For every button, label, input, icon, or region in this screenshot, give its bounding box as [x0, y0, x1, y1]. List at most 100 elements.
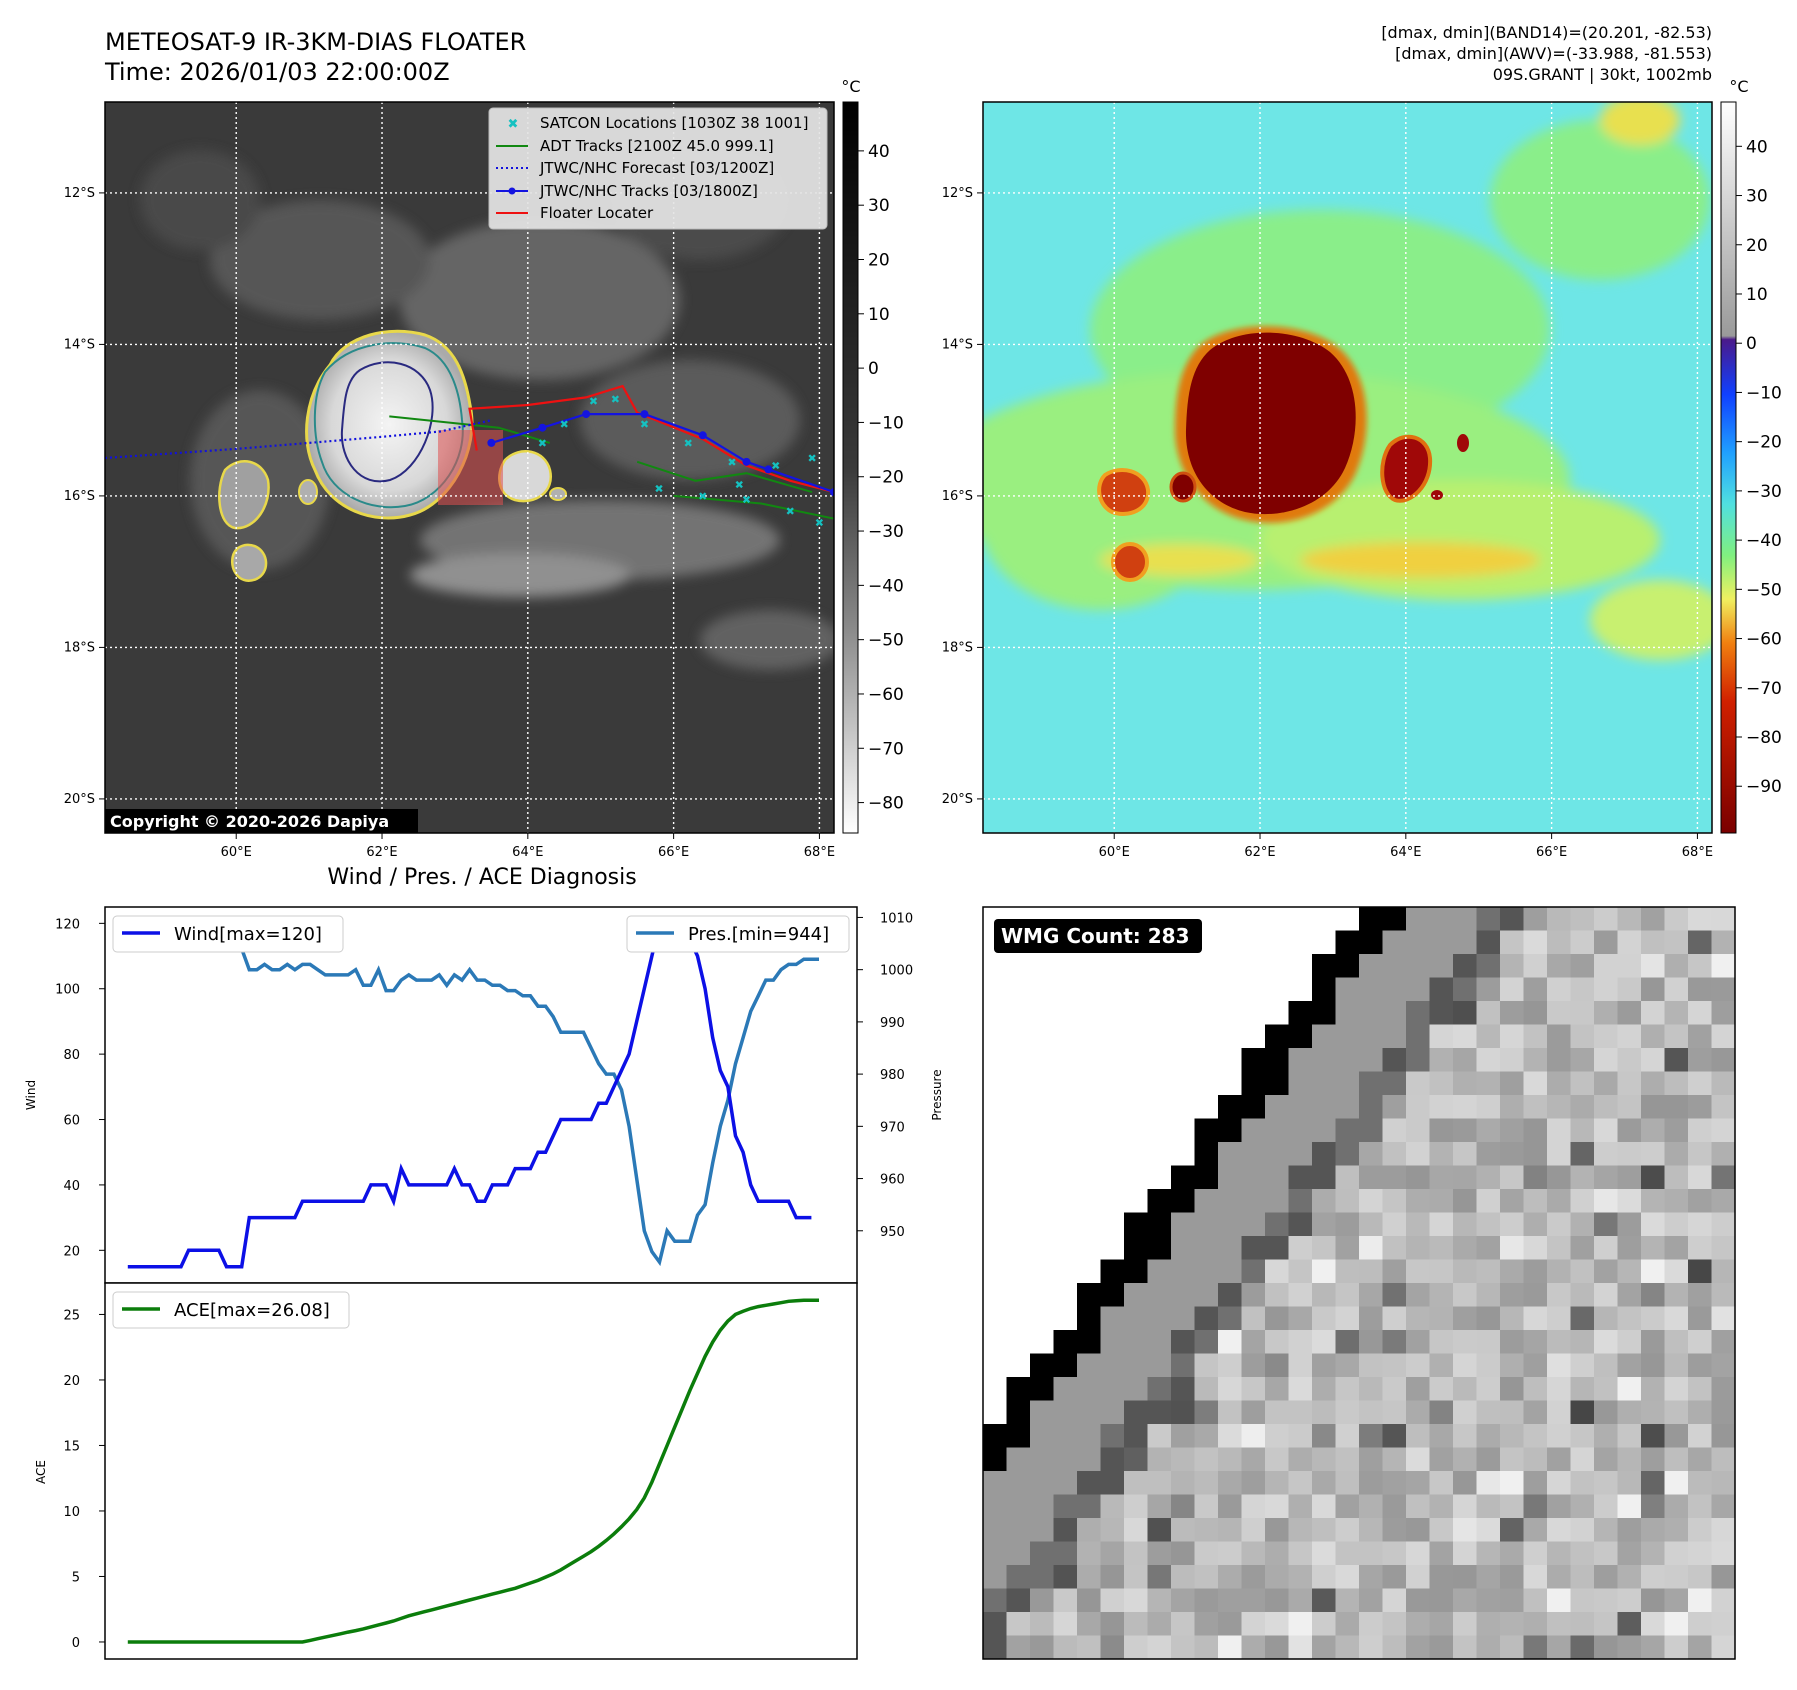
wmg-cell	[1688, 1447, 1712, 1472]
wmg-cell	[1288, 1189, 1313, 1213]
wmg-cell	[1288, 1541, 1313, 1566]
wmg-cell	[1547, 1283, 1571, 1307]
wmg-cell	[1382, 1142, 1407, 1166]
wmg-cell	[1312, 1330, 1336, 1354]
wmg-cell	[1359, 930, 1383, 955]
wmg-cell	[1382, 907, 1407, 931]
wmg-cell	[1617, 1494, 1642, 1519]
wmg-cell	[1523, 1471, 1548, 1495]
wmg-cell	[1453, 1165, 1477, 1190]
copyright-box	[105, 809, 418, 833]
wmg-cell	[1406, 1189, 1430, 1213]
wmg-cell	[1570, 1494, 1595, 1519]
wmg-cell	[1124, 1588, 1148, 1613]
wmg-cell	[1688, 1189, 1712, 1213]
wmg-cell	[1570, 1306, 1595, 1331]
wmg-cell	[1617, 1541, 1642, 1566]
wmg-cell	[1100, 1494, 1125, 1519]
wmg-cell	[1241, 1118, 1266, 1143]
wmg-cell	[1171, 1212, 1195, 1237]
wmg-cell	[1288, 1212, 1313, 1237]
wmg-cell	[1547, 1353, 1571, 1378]
wmg-cell	[1241, 1541, 1266, 1566]
awv-frame	[982, 101, 1713, 834]
wmg-cell	[1570, 1424, 1595, 1448]
wmg-cell	[1147, 1494, 1172, 1519]
wmg-cell	[1335, 1565, 1360, 1589]
wmg-cell	[1171, 1377, 1195, 1401]
wmg-cell	[1500, 1494, 1524, 1519]
wmg-cell	[1335, 1259, 1360, 1284]
wmg-cell	[1664, 1024, 1689, 1049]
wmg-cell	[1664, 1565, 1689, 1589]
wmg-cell	[1523, 1048, 1548, 1072]
wmg-cell	[1570, 1565, 1595, 1589]
wmg-cells	[983, 907, 1735, 1659]
wmg-cell	[1218, 1541, 1242, 1566]
wmg-cell	[1218, 1212, 1242, 1237]
wmg-cell	[1171, 1471, 1195, 1495]
wmg-cell	[1664, 1353, 1689, 1378]
wmg-cell	[1570, 1541, 1595, 1566]
wmg-cell	[1241, 1142, 1266, 1166]
wmg-cell	[983, 1588, 1007, 1613]
wmg-cell	[1711, 1447, 1735, 1472]
satcon-marker: ✖	[611, 393, 620, 406]
ir-colorbar-ticks: 40 30 20 10 0 −10 −20 −30 −40 −50 −60 −70 −80	[858, 142, 904, 814]
colorbar-tick-label: −80	[1746, 728, 1782, 748]
wmg-cell	[1476, 1635, 1501, 1659]
wmg-cell	[1641, 1236, 1665, 1260]
wmg-cell	[1359, 1165, 1383, 1190]
wmg-cell	[983, 1518, 1007, 1542]
wmg-cell	[1124, 1424, 1148, 1448]
wmg-cell	[1664, 1541, 1689, 1566]
wmg-cell	[1241, 1306, 1266, 1331]
wmg-cell	[1100, 1612, 1125, 1636]
wmg-cell	[1053, 1353, 1078, 1378]
wmg-cell	[1429, 907, 1454, 931]
wmg-cell	[1241, 1330, 1266, 1354]
wmg-cell	[1476, 1142, 1501, 1166]
wmg-cell	[1523, 1259, 1548, 1284]
wmg-cell	[1171, 1518, 1195, 1542]
jtwc-track-point	[538, 423, 547, 432]
wmg-cell	[1288, 1635, 1313, 1659]
wmg-cell	[1218, 1565, 1242, 1589]
wind-pressure-chart: Wind Pressure 20 40 60 80 100 120 950 960 970 98…	[24, 906, 944, 1284]
wmg-cell	[1382, 1518, 1407, 1542]
wmg-cell	[1288, 1071, 1313, 1096]
wmg-cell	[1077, 1494, 1101, 1519]
wmg-cell	[1547, 1212, 1571, 1237]
wmg-cell	[1476, 1118, 1501, 1143]
wmg-cell	[1594, 1165, 1618, 1190]
wmg-cell	[1194, 1588, 1219, 1613]
wmg-cell	[1711, 1518, 1735, 1542]
wmg-cell	[1077, 1377, 1101, 1401]
wmg-cell	[983, 1612, 1007, 1636]
wmg-cell	[1664, 1118, 1689, 1143]
wmg-cell	[1711, 1494, 1735, 1519]
awv-lon-label: 68°E	[1682, 845, 1713, 860]
wmg-cell	[1265, 1048, 1289, 1072]
wmg-cell	[1335, 1142, 1360, 1166]
wmg-cell	[1500, 1259, 1524, 1284]
wmg-cell	[1218, 1588, 1242, 1613]
wmg-cell	[1688, 930, 1712, 955]
wmg-cell	[1688, 1400, 1712, 1425]
wmg-cell	[1547, 1635, 1571, 1659]
satcon-marker: ✖	[654, 482, 663, 495]
diagnosis-title: Wind / Pres. / ACE Diagnosis	[327, 865, 636, 890]
wind-chart-frame	[104, 906, 858, 1284]
wmg-cell	[1429, 1189, 1454, 1213]
colorbar-tick-label: 0	[868, 359, 879, 379]
wmg-cell	[1570, 954, 1595, 978]
wmg-cell	[1711, 954, 1735, 978]
wmg-cell	[1664, 1095, 1689, 1119]
wmg-cell	[1570, 1447, 1595, 1472]
wmg-cell	[1382, 1212, 1407, 1237]
wmg-cell	[1147, 1447, 1172, 1472]
wmg-cell	[1406, 907, 1430, 931]
wmg-cell	[1406, 930, 1430, 955]
wmg-cell	[1429, 1612, 1454, 1636]
wmg-cell	[1006, 1518, 1031, 1542]
